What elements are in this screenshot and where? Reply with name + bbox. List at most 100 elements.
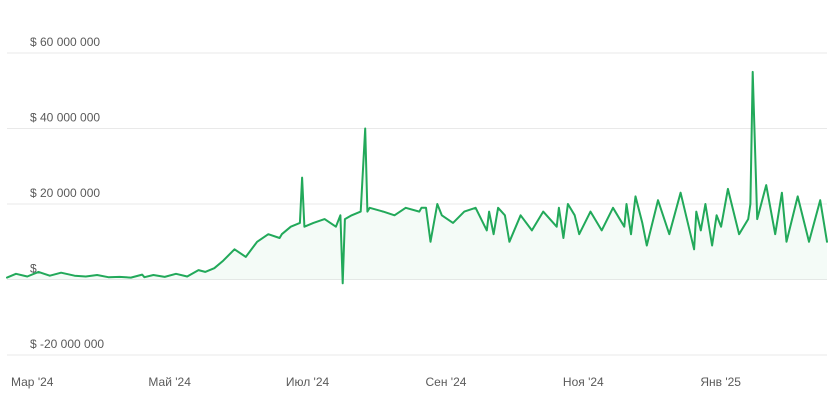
data-point[interactable] — [530, 228, 534, 232]
data-point[interactable] — [825, 240, 829, 244]
data-point[interactable] — [492, 232, 496, 236]
data-point[interactable] — [435, 202, 439, 206]
data-point[interactable] — [807, 240, 811, 244]
data-point[interactable] — [84, 275, 88, 279]
data-point[interactable] — [699, 228, 703, 232]
data-point[interactable] — [748, 202, 752, 206]
data-point[interactable] — [311, 221, 315, 225]
data-point[interactable] — [341, 281, 345, 285]
data-point[interactable] — [485, 228, 489, 232]
data-point[interactable] — [203, 270, 207, 274]
data-point[interactable] — [278, 236, 282, 240]
data-point[interactable] — [381, 210, 385, 214]
data-point[interactable] — [726, 187, 730, 191]
data-point[interactable] — [667, 232, 671, 236]
data-point[interactable] — [343, 217, 347, 221]
data-point[interactable] — [118, 275, 122, 279]
data-point[interactable] — [393, 213, 397, 217]
data-point[interactable] — [429, 240, 433, 244]
data-point[interactable] — [715, 213, 719, 217]
data-point[interactable] — [151, 273, 155, 277]
data-point[interactable] — [48, 274, 52, 278]
data-point[interactable] — [244, 255, 248, 259]
data-point[interactable] — [487, 210, 491, 214]
data-point[interactable] — [440, 213, 444, 217]
data-point[interactable] — [255, 240, 259, 244]
data-point[interactable] — [420, 206, 424, 210]
data-point[interactable] — [417, 210, 421, 214]
data-point[interactable] — [629, 232, 633, 236]
data-point[interactable] — [185, 275, 189, 279]
data-point[interactable] — [289, 225, 293, 229]
data-point[interactable] — [703, 202, 707, 206]
data-point[interactable] — [751, 70, 755, 74]
data-point[interactable] — [221, 259, 225, 263]
data-point[interactable] — [656, 198, 660, 202]
data-point[interactable] — [634, 194, 638, 198]
data-point[interactable] — [679, 191, 683, 195]
data-point[interactable] — [174, 272, 178, 276]
data-point[interactable] — [694, 210, 698, 214]
data-point[interactable] — [507, 240, 511, 244]
data-point[interactable] — [640, 221, 644, 225]
data-point[interactable] — [645, 244, 649, 248]
data-point[interactable] — [622, 225, 626, 229]
data-point[interactable] — [106, 275, 110, 279]
data-point[interactable] — [785, 240, 789, 244]
data-point[interactable] — [566, 202, 570, 206]
data-point[interactable] — [600, 228, 604, 232]
data-point[interactable] — [359, 210, 363, 214]
data-point[interactable] — [746, 217, 750, 221]
data-point[interactable] — [280, 232, 284, 236]
data-point[interactable] — [233, 247, 237, 251]
data-point[interactable] — [573, 213, 577, 217]
data-point[interactable] — [496, 206, 500, 210]
data-point[interactable] — [561, 236, 565, 240]
data-point[interactable] — [323, 217, 327, 221]
data-point[interactable] — [764, 183, 768, 187]
data-point[interactable] — [59, 271, 63, 275]
data-point[interactable] — [589, 210, 593, 214]
data-point[interactable] — [363, 127, 367, 131]
data-point[interactable] — [737, 232, 741, 236]
data-point[interactable] — [625, 202, 629, 206]
data-point[interactable] — [780, 191, 784, 195]
data-point[interactable] — [163, 275, 167, 279]
data-point[interactable] — [298, 221, 302, 225]
data-point[interactable] — [129, 276, 133, 280]
data-point[interactable] — [73, 274, 77, 278]
data-point[interactable] — [95, 273, 99, 277]
data-point[interactable] — [710, 244, 714, 248]
data-point[interactable] — [719, 225, 723, 229]
data-point[interactable] — [5, 276, 9, 280]
data-point[interactable] — [474, 206, 478, 210]
data-point[interactable] — [796, 194, 800, 198]
data-point[interactable] — [404, 206, 408, 210]
data-point[interactable] — [577, 232, 581, 236]
data-point[interactable] — [25, 275, 29, 279]
data-point[interactable] — [302, 225, 306, 229]
data-point[interactable] — [462, 210, 466, 214]
data-point[interactable] — [350, 213, 354, 217]
data-point[interactable] — [266, 232, 270, 236]
data-point[interactable] — [37, 270, 41, 274]
data-point[interactable] — [334, 225, 338, 229]
data-point[interactable] — [142, 275, 146, 279]
data-point[interactable] — [519, 213, 523, 217]
data-point[interactable] — [338, 213, 342, 217]
data-point[interactable] — [503, 213, 507, 217]
data-point[interactable] — [212, 266, 216, 270]
data-point[interactable] — [300, 176, 304, 180]
data-point[interactable] — [611, 206, 615, 210]
data-point[interactable] — [424, 206, 428, 210]
data-point[interactable] — [368, 206, 372, 210]
data-point[interactable] — [541, 210, 545, 214]
data-point[interactable] — [818, 198, 822, 202]
data-point[interactable] — [197, 268, 201, 272]
data-point[interactable] — [557, 206, 561, 210]
data-point[interactable] — [755, 217, 759, 221]
data-point[interactable] — [773, 232, 777, 236]
data-point[interactable] — [692, 247, 696, 251]
data-point[interactable] — [555, 225, 559, 229]
data-point[interactable] — [365, 210, 369, 214]
